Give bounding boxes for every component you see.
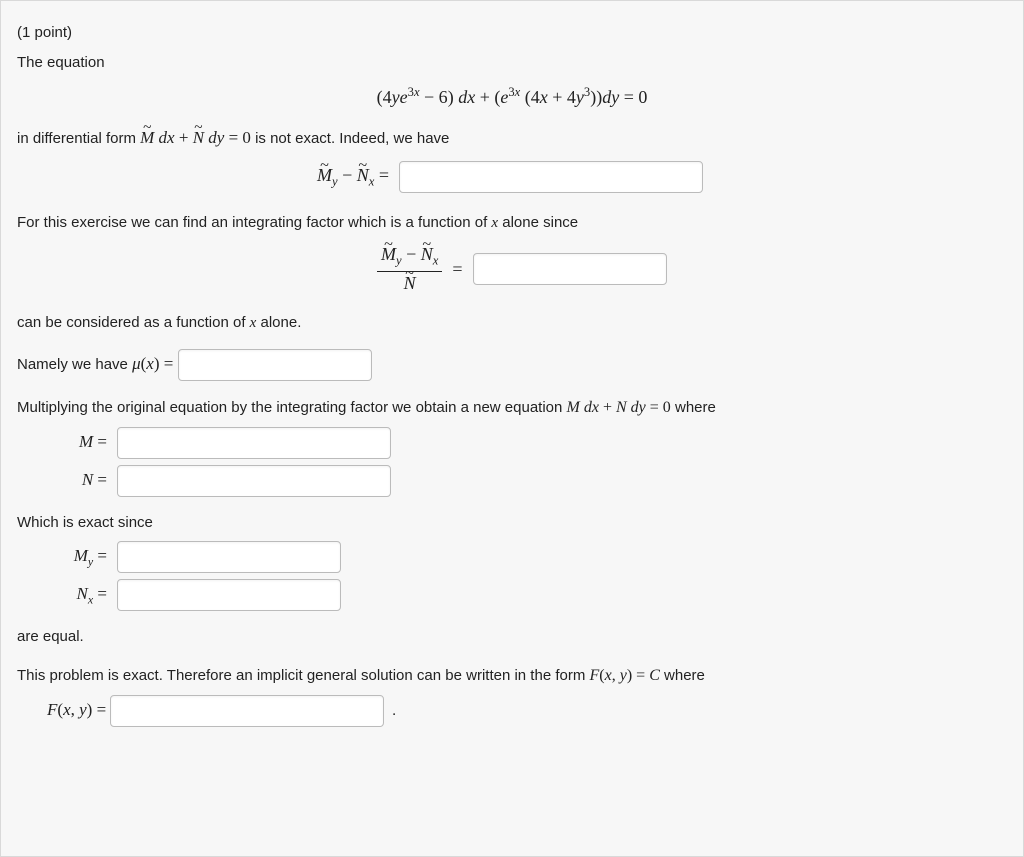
exact-since-line: Which is exact since [17, 511, 1007, 535]
input-My-minus-Nx[interactable] [399, 161, 703, 193]
Nx-row: Nx = [17, 579, 1007, 611]
input-My[interactable] [117, 541, 341, 573]
problem-sheet: (1 point) The equation (4ye3x − 6) dx + … [0, 0, 1024, 857]
My-row: My = [17, 541, 1007, 573]
diff-form-line: in differential form M dx + N dy = 0 is … [17, 124, 1007, 151]
fraction-row: My − Nx N = [17, 245, 1007, 293]
points-line: (1 point) [17, 21, 1007, 45]
period: . [389, 703, 397, 719]
Fxy-row: F(x, y) = . [17, 695, 1007, 727]
input-M[interactable] [117, 427, 391, 459]
input-N[interactable] [117, 465, 391, 497]
multiplying-line: Multiplying the original equation by the… [17, 395, 1007, 421]
my-nx-row: My − Nx = [17, 161, 1007, 193]
M-row: M = [17, 427, 1007, 459]
mu-line: Namely we have μ(x) = [17, 349, 1007, 381]
input-fraction[interactable] [473, 253, 667, 285]
input-mu[interactable] [178, 349, 372, 381]
considered-line: can be considered as a function of x alo… [17, 311, 1007, 335]
are-equal-line: are equal. [17, 625, 1007, 649]
input-Fxy[interactable] [110, 695, 384, 727]
integrating-factor-line: For this exercise we can find an integra… [17, 211, 1007, 235]
input-Nx[interactable] [117, 579, 341, 611]
implicit-line: This problem is exact. Therefore an impl… [17, 663, 1007, 689]
intro-line: The equation [17, 51, 1007, 75]
N-row: N = [17, 465, 1007, 497]
main-equation: (4ye3x − 6) dx + (e3x (4x + 4y3))dy = 0 [17, 85, 1007, 108]
